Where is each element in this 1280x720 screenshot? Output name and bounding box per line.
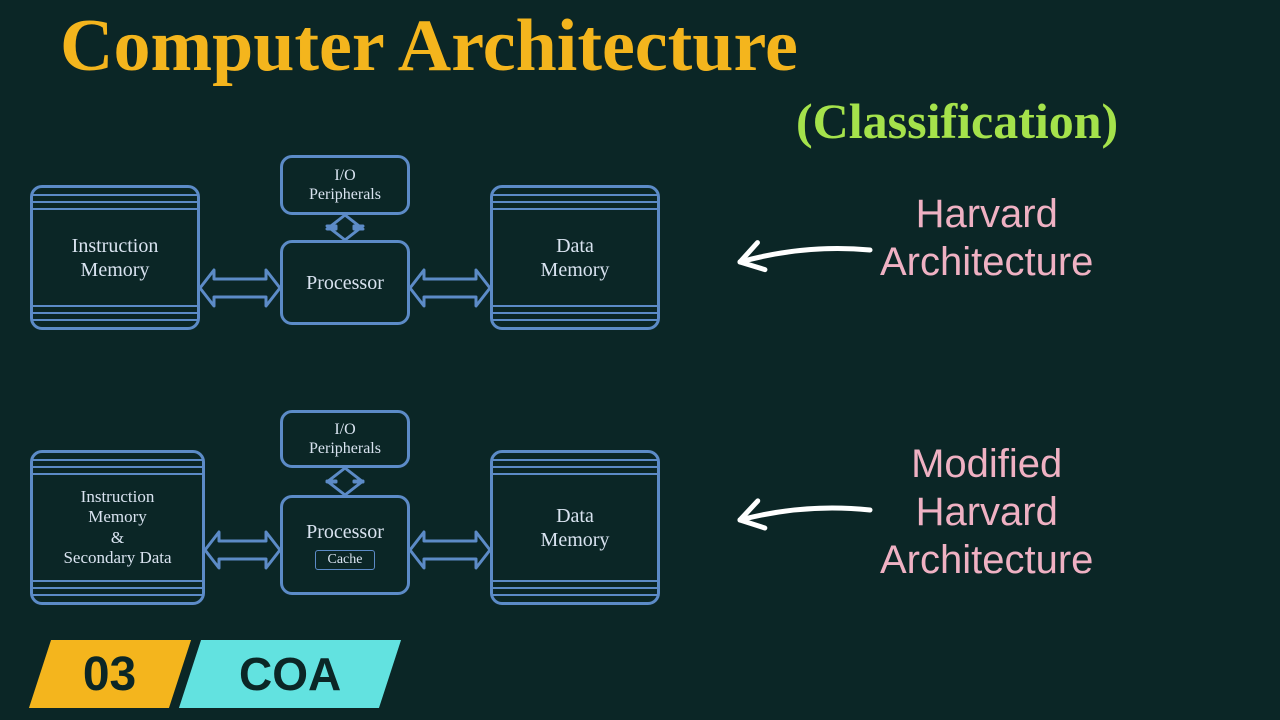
callout-arrow-icon	[0, 0, 1280, 720]
course-code-badge: COA	[179, 640, 401, 708]
lesson-number-badge-text: 03	[83, 647, 136, 702]
course-code-badge-text: COA	[239, 647, 341, 701]
lesson-number-badge: 03	[29, 640, 191, 708]
